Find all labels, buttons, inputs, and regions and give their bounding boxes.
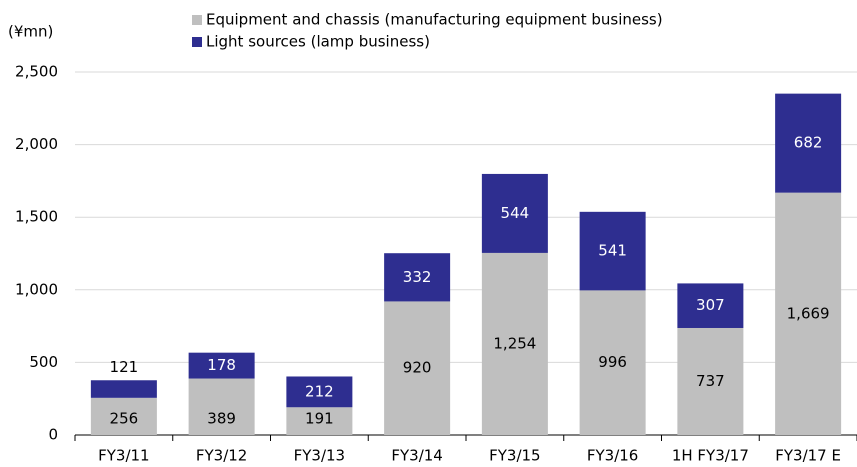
bar-segment <box>481 252 548 435</box>
x-tick-label: FY3/12 <box>196 447 247 465</box>
data-label: 737 <box>696 372 725 390</box>
data-label: 307 <box>696 296 725 314</box>
data-label: 544 <box>501 204 530 222</box>
data-label: 1,669 <box>787 304 830 322</box>
bar-segment <box>677 283 744 328</box>
data-label: 1,254 <box>493 334 536 352</box>
bar-segment <box>90 397 157 435</box>
data-label: 191 <box>305 410 334 428</box>
data-label: 996 <box>598 353 627 371</box>
y-tick-label: 1,000 <box>15 280 58 298</box>
bar-segment <box>90 380 157 398</box>
x-tick-label: FY3/15 <box>489 447 540 465</box>
y-tick-label: 2,500 <box>15 63 58 81</box>
x-tick-label: 1H FY3/17 <box>672 447 749 465</box>
bar-segment <box>286 407 353 435</box>
legend-label: Light sources (lamp business) <box>206 33 430 51</box>
data-label: 256 <box>110 410 139 428</box>
bar-segment <box>775 93 842 193</box>
y-axis-label: (¥mn) <box>8 23 53 41</box>
bar-segment <box>188 378 255 435</box>
x-tick-label: FY3/17 E <box>775 447 841 465</box>
data-label: 389 <box>207 410 236 428</box>
legend-label: Equipment and chassis (manufacturing equ… <box>206 11 663 29</box>
data-label: 212 <box>305 382 334 400</box>
legend-swatch <box>192 15 202 25</box>
y-tick-label: 1,500 <box>15 208 58 226</box>
bar-segment <box>286 376 353 408</box>
y-tick-label: 2,000 <box>15 135 58 153</box>
data-label: 178 <box>207 356 236 374</box>
y-tick-label: 0 <box>48 426 58 444</box>
bar-segment <box>579 290 646 435</box>
bar-segment <box>481 173 548 253</box>
x-tick-label: FY3/14 <box>391 447 442 465</box>
bar-segment <box>384 301 451 435</box>
bar-segment <box>677 327 744 435</box>
bar-segment <box>579 211 646 291</box>
x-tick-label: FY3/11 <box>98 447 149 465</box>
data-label: 332 <box>403 268 432 286</box>
data-label: 920 <box>403 359 432 377</box>
data-label: 121 <box>110 358 139 376</box>
data-label: 682 <box>794 134 823 152</box>
legend-swatch <box>192 37 202 47</box>
bar-segment <box>384 253 451 302</box>
x-tick-label: FY3/16 <box>587 447 638 465</box>
data-label: 541 <box>598 242 627 260</box>
bar-segment <box>775 192 842 435</box>
y-tick-label: 500 <box>29 353 58 371</box>
x-tick-label: FY3/13 <box>294 447 345 465</box>
bar-segment <box>188 352 255 379</box>
